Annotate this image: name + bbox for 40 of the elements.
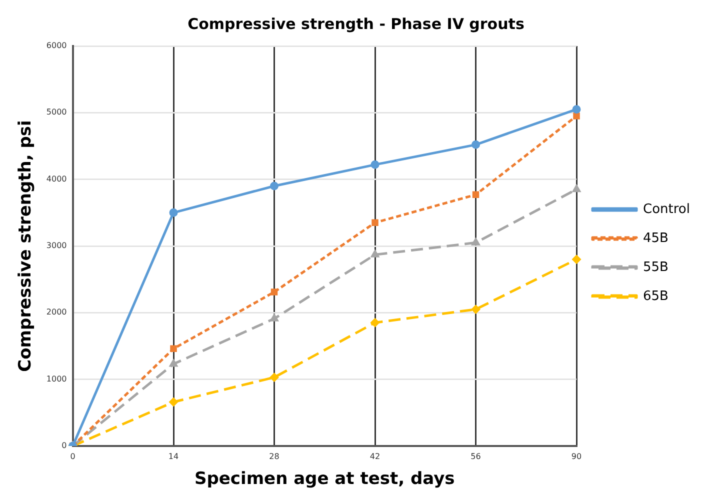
point [472, 140, 480, 149]
point [170, 360, 178, 367]
y-tick-label: 4000 [46, 174, 67, 184]
point [270, 314, 278, 322]
y-tick-label: 1000 [46, 374, 67, 384]
legend-label: 45B [643, 230, 668, 246]
point [472, 191, 480, 198]
point [572, 185, 580, 192]
x-tick-label: 42 [370, 452, 380, 461]
point [472, 238, 480, 246]
x-tick-label: 14 [168, 452, 179, 461]
x-tick-label: 28 [269, 452, 280, 461]
point [169, 208, 178, 217]
x-tick-label: 56 [470, 452, 481, 461]
point [370, 318, 380, 327]
x-axis-title: Specimen age at test, days [194, 469, 455, 490]
point [573, 112, 580, 120]
point [472, 305, 480, 314]
legend-label: Control [643, 202, 690, 217]
y-tick-label: 3000 [46, 241, 67, 250]
y-tick-label: 5000 [46, 108, 67, 117]
y-axis-title: Compressive strength, psi [16, 120, 36, 372]
y-tick-label: 6000 [46, 41, 67, 50]
point [572, 255, 581, 264]
legend-label: 55B [643, 260, 668, 275]
point [169, 398, 178, 406]
point [270, 182, 279, 190]
point [572, 105, 581, 114]
y-tick-label: 2000 [46, 308, 67, 317]
y-tick-label: 0 [62, 441, 67, 450]
x-tick-label: 0 [70, 452, 76, 461]
point [370, 160, 380, 169]
point [270, 288, 278, 296]
point [170, 345, 177, 352]
x-tick-label: 90 [571, 452, 582, 461]
legend-label: 65B [643, 288, 668, 304]
chart-title: Compressive strength - Phase IV grouts [188, 14, 524, 33]
point [371, 250, 379, 258]
point [270, 373, 279, 382]
point [372, 219, 378, 226]
